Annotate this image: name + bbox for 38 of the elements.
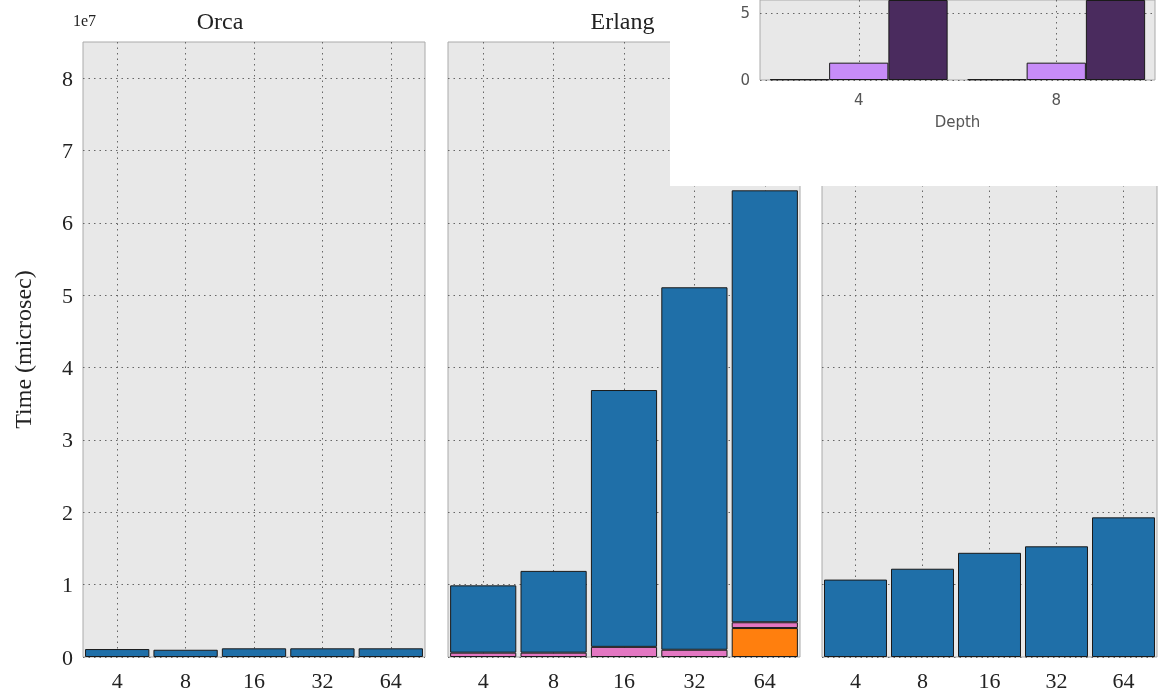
y-tick-label: 0 [62, 644, 73, 670]
y-tick-label: 1 [62, 572, 73, 598]
y-tick-label: 2 [62, 499, 73, 525]
x-tick-label: 32 [1045, 667, 1068, 693]
x-tick-label: 32 [311, 667, 334, 693]
y-tick-label: 6 [62, 210, 73, 236]
bar [958, 552, 1021, 657]
x-tick-label: 16 [613, 667, 635, 693]
x-tick-label: 16 [978, 667, 1001, 693]
x-tick-label: 64 [1112, 667, 1135, 693]
y-tick-label: 4 [62, 355, 73, 381]
y-tick-label: 0 [740, 71, 750, 89]
chart-title: Erlang [590, 8, 655, 34]
chart-title: Orca [196, 8, 244, 34]
bar [520, 570, 587, 653]
text: 1e7 [73, 11, 97, 29]
y-tick-label: 8 [62, 65, 73, 91]
x-tick-label: 8 [548, 667, 560, 693]
y-axis-title: Time (microsec) [10, 270, 36, 429]
bar [450, 585, 517, 653]
x-tick-label: 64 [753, 667, 776, 693]
y-tick-label: 5 [740, 4, 750, 23]
x-tick-label: 8 [917, 667, 928, 693]
bar [1025, 546, 1088, 657]
x-axis-title: Depth [934, 112, 981, 131]
x-tick-label: 4 [111, 667, 123, 693]
x-tick-label: 8 [180, 667, 192, 693]
x-tick-label: 4 [477, 667, 489, 693]
x-tick-label: 4 [850, 667, 861, 693]
x-tick-label: 64 [379, 667, 402, 693]
y-tick-label: 5 [62, 282, 73, 308]
bar [891, 568, 954, 657]
x-tick-label: 16 [243, 667, 265, 693]
y-tick-label: 7 [62, 138, 73, 164]
y-tick-label: 3 [62, 427, 73, 453]
x-tick-label: 32 [683, 667, 706, 693]
bar [824, 579, 887, 657]
bar [1092, 517, 1155, 657]
